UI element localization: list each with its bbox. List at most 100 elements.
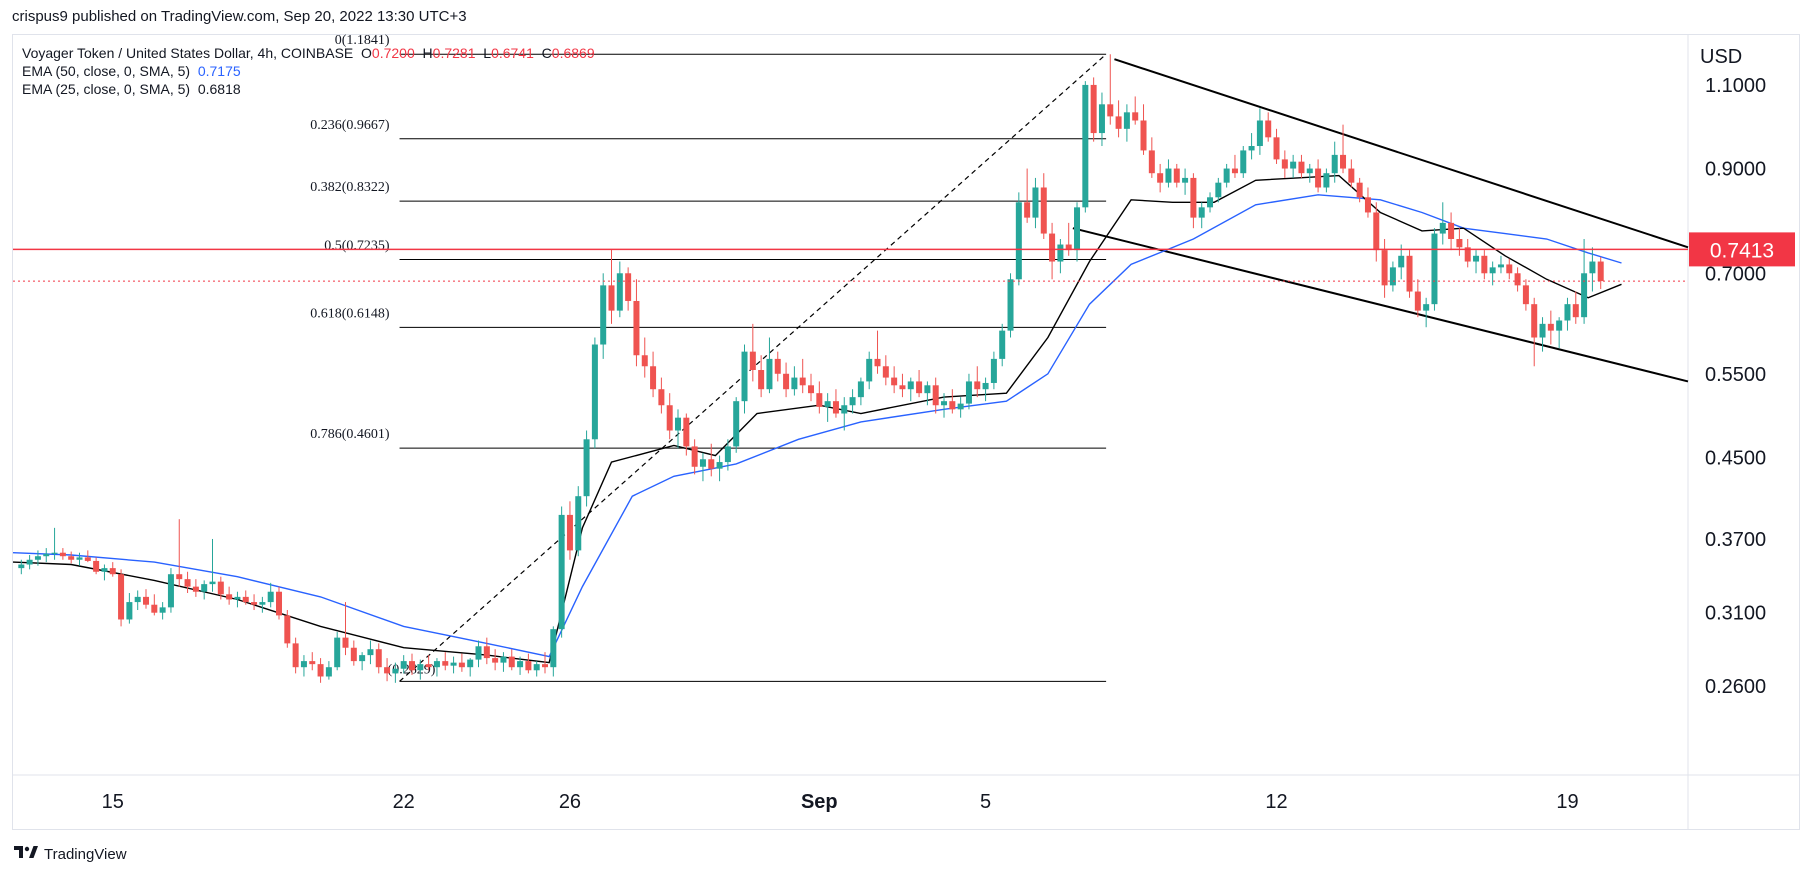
candle (1597, 256, 1604, 290)
candle-body (84, 557, 91, 561)
fib-level-label: 0(1.1841) (335, 33, 390, 48)
legend-ema25-row[interactable]: EMA (25, close, 0, SMA, 5) 0.6818 (22, 80, 595, 98)
candle (1356, 177, 1363, 203)
candle-body (1265, 120, 1272, 138)
candle (409, 653, 416, 675)
candle-body (267, 591, 274, 603)
x-tick-label: 5 (980, 791, 991, 813)
candle-body (1456, 239, 1463, 248)
candle-body (766, 358, 773, 390)
candle (525, 653, 532, 674)
candle-body (292, 643, 299, 668)
candle (533, 661, 540, 677)
candle (43, 548, 50, 563)
candle-body (442, 661, 449, 666)
candle-body (1123, 112, 1130, 129)
candle (34, 550, 41, 566)
candlesticks (18, 54, 1604, 683)
candle-body (866, 358, 873, 382)
candle (1107, 54, 1114, 125)
candle (1481, 250, 1488, 280)
candle (1207, 192, 1214, 213)
candle-body (608, 285, 615, 311)
candle (1015, 192, 1022, 286)
candle (118, 569, 125, 627)
candle-body (68, 556, 75, 560)
candle-body (1231, 168, 1238, 174)
candle-body (1356, 182, 1363, 198)
y-axis-unit: USD (1700, 46, 1742, 68)
candle (367, 640, 374, 665)
candle-body (1065, 244, 1072, 251)
candle (675, 409, 682, 449)
legend-ema50-row[interactable]: EMA (50, close, 0, SMA, 5) 0.7175 (22, 62, 595, 80)
candle (1115, 100, 1122, 138)
candle-body (242, 596, 249, 603)
candle (566, 501, 573, 560)
candle-body (1157, 173, 1164, 183)
candle (209, 538, 216, 592)
candle-body (1140, 120, 1147, 151)
candle (1364, 187, 1371, 218)
brand-label: TradingView (44, 846, 127, 863)
candle (492, 649, 499, 671)
open-key: O (361, 45, 372, 61)
candle-body (101, 568, 108, 572)
candle (1547, 310, 1554, 345)
x-tick-label: 26 (559, 791, 581, 813)
candle-body (151, 604, 158, 613)
candle-body (1389, 267, 1396, 286)
low-value: 0.6741 (491, 45, 534, 61)
candle (575, 486, 582, 557)
candle-body (34, 556, 41, 560)
candle-body (1182, 177, 1189, 183)
candle-body (18, 564, 25, 569)
candle (1431, 228, 1438, 311)
candle (1173, 163, 1180, 188)
candle (76, 552, 83, 566)
candle-body (916, 381, 923, 394)
candle (458, 653, 465, 672)
tradingview-brand[interactable]: TradingView (14, 845, 127, 864)
y-tick-label: 0.9000 (1705, 159, 1766, 181)
candle-body (483, 646, 490, 659)
fib-level-label: 0.786(0.4601) (310, 427, 390, 442)
candle-body (874, 358, 881, 367)
candle (126, 593, 133, 624)
symbol-label[interactable]: Voyager Token / United States Dollar, 4h… (22, 45, 354, 61)
candle (683, 413, 690, 456)
candle (932, 377, 939, 414)
candle (957, 397, 964, 418)
candle (334, 631, 341, 671)
candle-body (658, 389, 665, 406)
candle-body (965, 381, 972, 404)
candle (716, 455, 723, 482)
candle-body (999, 330, 1006, 359)
candle-body (791, 377, 798, 390)
candle-body (1439, 222, 1446, 234)
candle-body (433, 661, 440, 668)
candle (1157, 163, 1164, 193)
candle-body (59, 552, 66, 557)
candle (783, 362, 790, 398)
candle (93, 557, 100, 575)
candle (1489, 261, 1496, 286)
candle-body (201, 584, 208, 592)
candle-body (1248, 146, 1255, 151)
candle (259, 596, 266, 613)
candle-body (1148, 150, 1155, 174)
ema50-label: EMA (50, close, 0, SMA, 5) (22, 63, 191, 79)
candle-body (691, 446, 698, 467)
candle (1323, 168, 1330, 193)
candle-body (575, 496, 582, 551)
candle-body (633, 300, 640, 356)
candle (841, 397, 848, 431)
candle-body (558, 514, 565, 630)
candle-body (941, 401, 948, 406)
candle-body (1489, 267, 1496, 274)
candle-body (724, 446, 731, 463)
candle-body (417, 664, 424, 671)
candle-body (1423, 304, 1430, 311)
candle-body (1331, 154, 1338, 174)
